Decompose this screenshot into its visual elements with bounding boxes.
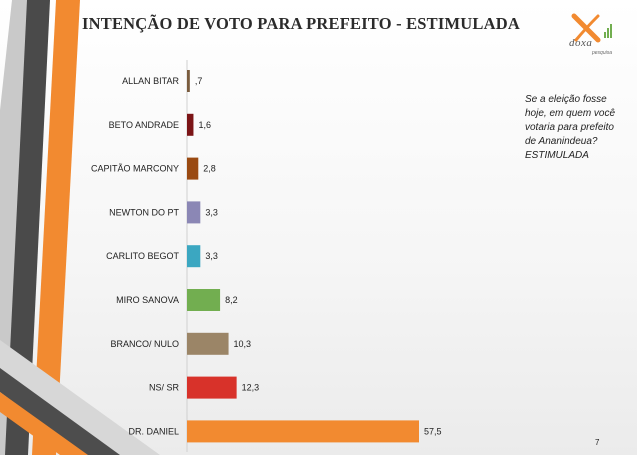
category-label: ALLAN BITAR [122,76,179,86]
category-label: CARLITO BEGOT [106,251,179,261]
bar [187,70,190,92]
value-label: 2,8 [203,164,216,174]
bar [187,113,194,136]
bar [187,201,201,224]
category-label: MIRO SANOVA [116,295,179,305]
logo-name: doxa [569,37,593,49]
bar [187,420,419,443]
category-label: NS/ SR [149,383,180,393]
value-label: 57,5 [424,426,442,436]
page-number: 7 [595,438,600,447]
category-label: DR. DANIEL [128,426,179,436]
decor-wedge-light [0,340,160,455]
value-label: 3,3 [205,251,218,261]
bar [187,157,199,180]
doxa-logo-icon [571,13,612,43]
decor-stripe-dark [5,0,50,455]
decor-wedge-dark [0,368,120,455]
page-title: INTENÇÃO DE VOTO PARA PREFEITO - ESTIMUL… [82,14,520,33]
category-label: BETO ANDRADE [109,120,179,130]
bar [187,332,229,355]
value-label: ,7 [195,76,203,86]
bar [187,376,237,399]
survey-question: Se a eleição fosse hoje, em quem você vo… [525,94,616,161]
logo-subtitle: pesquisa [592,50,613,56]
bar [187,245,201,268]
category-label: CAPITÃO MARCONY [91,164,179,174]
value-label: 10,3 [234,339,252,349]
bar [187,289,221,311]
decor-stripe-orange [32,0,80,455]
category-label: BRANCO/ NULO [110,339,179,349]
value-label: 8,2 [225,295,238,305]
value-label: 1,6 [198,120,211,130]
value-label: 3,3 [205,207,218,217]
decor-wedge-orange [0,392,88,455]
value-label: 12,3 [242,383,260,393]
category-label: NEWTON DO PT [109,207,179,217]
